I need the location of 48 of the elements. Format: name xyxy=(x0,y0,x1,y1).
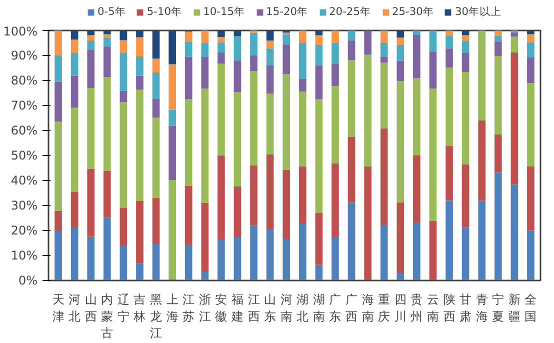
x-tick-label: 云南 xyxy=(426,292,439,324)
y-tick-label: 70% xyxy=(10,98,38,112)
y-tick-label: 50% xyxy=(10,148,38,162)
x-tick-label: 全国 xyxy=(524,292,537,324)
x-tick-label: 辽宁 xyxy=(117,292,130,324)
legend-label: 15-20年 xyxy=(266,5,308,19)
x-tick-label: 湖南 xyxy=(312,292,325,324)
y-tick-label: 60% xyxy=(10,124,38,138)
x-tick-label: 陕西 xyxy=(443,292,456,324)
x-tick-label: 青海 xyxy=(476,292,488,324)
x-tick-label: 宁夏 xyxy=(492,292,504,324)
y-tick-label: 0% xyxy=(18,274,38,288)
x-tick-label: 重庆 xyxy=(378,292,390,324)
x-tick-label: 湖北 xyxy=(296,292,309,324)
x-tick-label: 天津 xyxy=(52,292,64,324)
x-tick-label: 山东 xyxy=(264,292,276,324)
x-tick-label: 福建 xyxy=(230,292,244,324)
y-tick-label: 30% xyxy=(10,198,38,212)
x-tick-label: 江苏 xyxy=(182,292,195,324)
x-tick-label: 山西 xyxy=(84,292,97,324)
x-tick-label: 甘肃 xyxy=(460,292,472,324)
x-tick-label: 上海 xyxy=(166,292,178,324)
legend-label: 30年以上 xyxy=(454,5,502,19)
legend-label: 5-10年 xyxy=(146,5,182,19)
legend-label: 10-15年 xyxy=(203,5,246,19)
x-tick-label: 四川 xyxy=(394,292,406,324)
x-tick-label: 吉林 xyxy=(132,292,146,324)
legend-label: 20-25年 xyxy=(329,5,371,19)
x-tick-label: 河北 xyxy=(68,292,81,324)
y-tick-label: 10% xyxy=(10,248,38,262)
y-tick-label: 80% xyxy=(10,74,38,88)
x-tick-label: 广西 xyxy=(346,292,358,324)
x-tick-label: 江西 xyxy=(248,292,260,324)
y-tick-label: 20% xyxy=(10,224,38,238)
y-tick-label: 90% xyxy=(10,48,38,62)
x-tick-label: 河南 xyxy=(280,292,292,324)
x-tick-label: 贵州 xyxy=(410,292,423,324)
x-tick-label: 新疆 xyxy=(508,292,520,324)
legend-label: 25-30年 xyxy=(392,5,434,19)
y-tick-label: 40% xyxy=(10,174,38,188)
x-tick-label: 海南 xyxy=(362,292,374,324)
x-tick-label: 浙江 xyxy=(198,292,211,324)
y-tick-label: 100% xyxy=(3,24,38,38)
x-tick-label: 广东 xyxy=(329,292,342,324)
x-tick-label: 黑龙江 xyxy=(150,292,162,340)
legend-label: 0-5年 xyxy=(97,5,126,19)
x-tick-label: 内蒙古 xyxy=(101,292,114,340)
x-tick-label: 安徽 xyxy=(215,292,228,324)
